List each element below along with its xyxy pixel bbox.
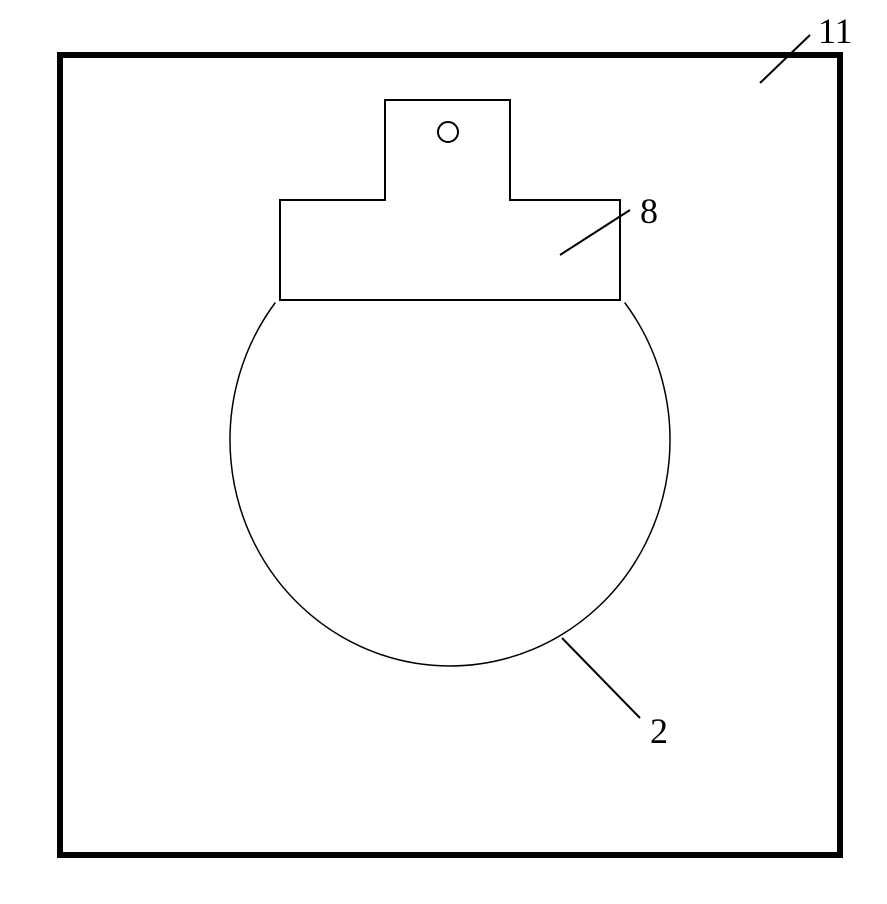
stepped-cap-outline [280,100,620,300]
diagram-svg [0,0,887,904]
label-sphere: 2 [650,710,668,752]
leader-to-frame [760,35,810,83]
outer-frame [60,55,840,855]
label-cap: 8 [640,190,658,232]
leader-to-sphere [562,638,640,718]
sphere-arc [230,303,670,666]
label-frame: 11 [818,10,853,52]
cap-small-hole [438,122,458,142]
